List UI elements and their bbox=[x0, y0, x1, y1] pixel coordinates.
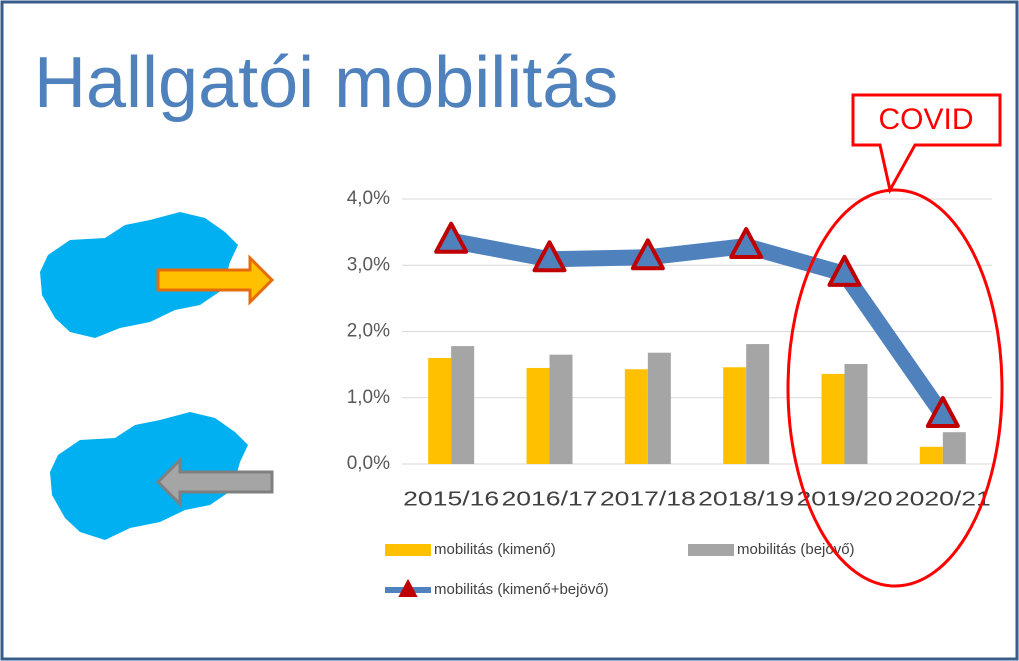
x-tick-label: 2019/20 bbox=[797, 488, 893, 510]
x-tick-label: 2017/18 bbox=[600, 488, 696, 510]
legend-label: mobilitás (kimenő) bbox=[434, 541, 556, 558]
bar bbox=[942, 432, 966, 464]
covid-callout bbox=[851, 93, 1002, 195]
y-tick-label: 2,0% bbox=[347, 321, 390, 342]
legend-marker bbox=[398, 578, 418, 597]
legend-swatch bbox=[688, 544, 734, 556]
y-tick-label: 4,0% bbox=[347, 188, 390, 209]
y-tick-label: 1,0% bbox=[347, 387, 390, 408]
bar bbox=[647, 352, 671, 464]
bar bbox=[821, 373, 845, 464]
map-icon bbox=[50, 412, 248, 540]
line-marker bbox=[630, 238, 665, 271]
bar bbox=[549, 354, 573, 464]
map-icon bbox=[40, 212, 238, 338]
legend-swatch bbox=[385, 544, 431, 556]
bar bbox=[919, 446, 943, 464]
bar bbox=[526, 367, 550, 464]
x-tick-label: 2016/17 bbox=[502, 488, 598, 510]
x-tick-label: 2020/21 bbox=[895, 488, 991, 510]
x-tick-label: 2018/19 bbox=[698, 488, 794, 510]
callout-text: COVID bbox=[878, 103, 973, 136]
line-marker bbox=[434, 221, 469, 254]
line bbox=[449, 232, 950, 420]
outgoing-arrow bbox=[156, 254, 275, 306]
bar bbox=[428, 358, 452, 464]
bar bbox=[624, 369, 648, 464]
line-marker bbox=[532, 240, 567, 273]
y-tick-label: 0,0% bbox=[347, 453, 390, 474]
bar bbox=[844, 363, 868, 464]
bar bbox=[451, 346, 475, 464]
legend-label: mobilitás (kimenő+bejövő) bbox=[434, 581, 609, 598]
x-tick-label: 2015/16 bbox=[403, 488, 499, 510]
slide-title: Hallgatói mobilitás bbox=[34, 43, 618, 123]
bar bbox=[723, 367, 747, 464]
bar bbox=[746, 344, 770, 464]
line-marker bbox=[827, 254, 862, 287]
incoming-arrow bbox=[155, 456, 274, 508]
line-marker bbox=[729, 227, 764, 260]
line-marker bbox=[925, 395, 960, 428]
y-tick-label: 3,0% bbox=[347, 254, 390, 275]
legend-label: mobilitás (bejövő) bbox=[737, 541, 855, 558]
covid-ellipse bbox=[786, 188, 1004, 588]
